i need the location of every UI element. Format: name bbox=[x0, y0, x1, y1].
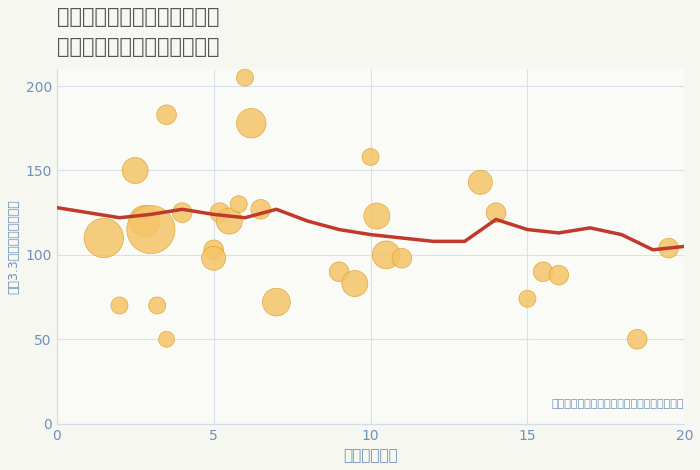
Point bbox=[233, 201, 244, 208]
Point bbox=[538, 268, 549, 275]
Point bbox=[208, 254, 219, 262]
Point bbox=[396, 254, 407, 262]
Point bbox=[114, 302, 125, 309]
Point bbox=[663, 244, 674, 252]
Point bbox=[98, 234, 109, 242]
Point bbox=[214, 209, 225, 216]
Point bbox=[255, 205, 266, 213]
Point bbox=[491, 209, 502, 216]
Text: 愛知県名古屋市西区名塚町の
駅距離別中古マンション価格: 愛知県名古屋市西区名塚町の 駅距離別中古マンション価格 bbox=[57, 7, 219, 56]
Y-axis label: 坪（3.3㎡）単価（万円）: 坪（3.3㎡）単価（万円） bbox=[7, 199, 20, 294]
Point bbox=[365, 153, 376, 161]
Point bbox=[130, 167, 141, 174]
Point bbox=[553, 271, 564, 279]
Point bbox=[333, 268, 344, 275]
Point bbox=[161, 336, 172, 343]
Point bbox=[239, 74, 251, 81]
Point bbox=[139, 217, 150, 225]
Point bbox=[631, 336, 643, 343]
Point bbox=[246, 119, 257, 127]
Point bbox=[176, 209, 188, 216]
Point bbox=[146, 226, 157, 233]
Point bbox=[151, 302, 162, 309]
X-axis label: 駅距離（分）: 駅距離（分） bbox=[343, 448, 398, 463]
Text: 円の大きさは、取引のあった物件面積を示す: 円の大きさは、取引のあった物件面積を示す bbox=[552, 400, 685, 409]
Point bbox=[271, 298, 282, 306]
Point bbox=[371, 212, 382, 220]
Point bbox=[224, 217, 235, 225]
Point bbox=[522, 295, 533, 303]
Point bbox=[208, 246, 219, 253]
Point bbox=[161, 111, 172, 118]
Point bbox=[349, 280, 360, 287]
Point bbox=[475, 179, 486, 186]
Point bbox=[381, 251, 392, 258]
